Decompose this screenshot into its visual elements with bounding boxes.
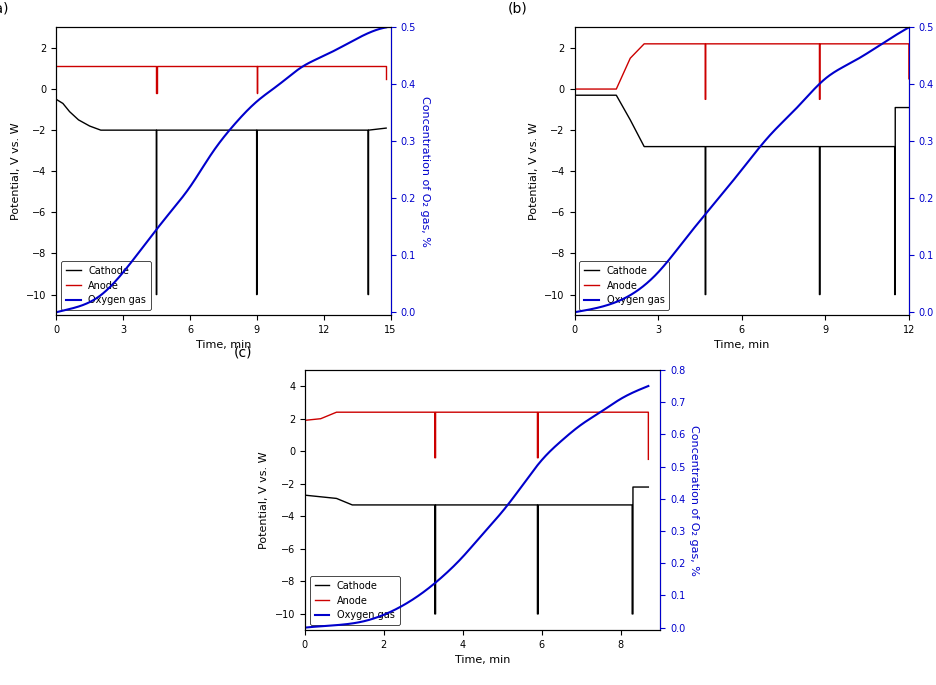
Legend: Cathode, Anode, Oxygen gas: Cathode, Anode, Oxygen gas: [578, 261, 668, 310]
Text: (a): (a): [0, 2, 8, 16]
Y-axis label: Concentration of O₂ gas, %: Concentration of O₂ gas, %: [419, 96, 429, 247]
Y-axis label: Potential, V vs. W: Potential, V vs. W: [528, 123, 538, 220]
Y-axis label: Potential, V vs. W: Potential, V vs. W: [259, 451, 269, 549]
X-axis label: Time, min: Time, min: [454, 656, 510, 666]
Y-axis label: Potential, V vs. W: Potential, V vs. W: [10, 123, 21, 220]
X-axis label: Time, min: Time, min: [196, 340, 251, 351]
Text: (b): (b): [507, 2, 527, 16]
Y-axis label: Concentration of O₂ gas, %: Concentration of O₂ gas, %: [689, 425, 698, 575]
X-axis label: Time, min: Time, min: [713, 340, 768, 351]
Legend: Cathode, Anode, Oxygen gas: Cathode, Anode, Oxygen gas: [61, 261, 151, 310]
Text: (c): (c): [234, 345, 252, 360]
Legend: Cathode, Anode, Oxygen gas: Cathode, Anode, Oxygen gas: [310, 576, 400, 625]
